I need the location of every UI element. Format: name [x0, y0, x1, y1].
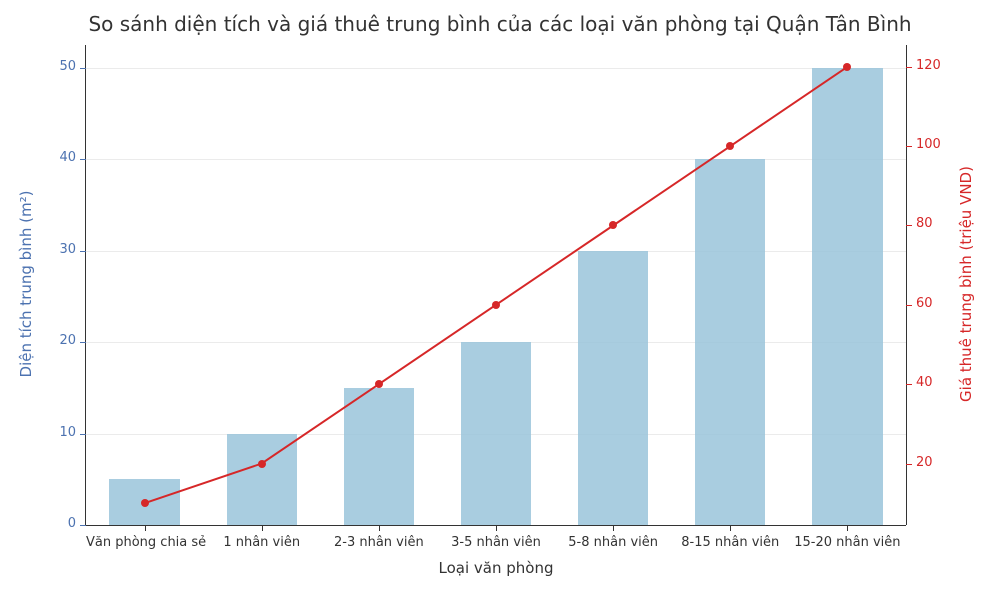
ytick-left	[80, 251, 86, 252]
xtick	[262, 525, 263, 531]
line-series	[86, 45, 906, 525]
xticklabel: 5-8 nhân viên	[555, 535, 672, 550]
xticklabel: 8-15 nhân viên	[672, 535, 789, 550]
spine-right	[906, 45, 907, 525]
y-axis-left-label: Diện tích trung bình (m²)	[17, 44, 35, 524]
ytick-right	[906, 384, 912, 385]
chart-container: So sánh diện tích và giá thuê trung bình…	[0, 0, 1000, 600]
line-marker	[141, 499, 149, 507]
xtick	[730, 525, 731, 531]
yticklabel-left: 30	[40, 242, 76, 257]
yticklabel-right: 100	[916, 137, 966, 152]
ytick-left	[80, 525, 86, 526]
yticklabel-left: 20	[40, 333, 76, 348]
xticklabel: 1 nhân viên	[203, 535, 320, 550]
ytick-right	[906, 464, 912, 465]
ytick-right	[906, 225, 912, 226]
ytick-left	[80, 434, 86, 435]
ytick-right	[906, 67, 912, 68]
ytick-left	[80, 159, 86, 160]
y-axis-right-label: Giá thuê trung bình (triệu VND)	[957, 44, 975, 524]
line-marker	[375, 380, 383, 388]
yticklabel-right: 20	[916, 455, 966, 470]
ytick-right	[906, 305, 912, 306]
line-marker	[843, 63, 851, 71]
plot-area	[86, 45, 906, 525]
yticklabel-right: 60	[916, 296, 966, 311]
xtick	[145, 525, 146, 531]
ytick-right	[906, 146, 912, 147]
xtick	[847, 525, 848, 531]
yticklabel-left: 40	[40, 150, 76, 165]
ytick-left	[80, 342, 86, 343]
line-marker	[726, 142, 734, 150]
xtick	[379, 525, 380, 531]
yticklabel-right: 80	[916, 216, 966, 231]
xticklabel: 3-5 nhân viên	[437, 535, 554, 550]
chart-title: So sánh diện tích và giá thuê trung bình…	[0, 12, 1000, 36]
xtick	[496, 525, 497, 531]
xtick	[613, 525, 614, 531]
yticklabel-left: 10	[40, 425, 76, 440]
line-marker	[258, 460, 266, 468]
xticklabel: 15-20 nhân viên	[789, 535, 906, 550]
line-marker	[609, 221, 617, 229]
yticklabel-left: 50	[40, 59, 76, 74]
yticklabel-right: 40	[916, 375, 966, 390]
yticklabel-right: 120	[916, 58, 966, 73]
yticklabel-left: 0	[40, 516, 76, 531]
xticklabel: Văn phòng chia sẻ	[86, 535, 203, 550]
xticklabel: 2-3 nhân viên	[320, 535, 437, 550]
line-marker	[492, 301, 500, 309]
x-axis-label: Loại văn phòng	[86, 559, 906, 577]
ytick-left	[80, 68, 86, 69]
